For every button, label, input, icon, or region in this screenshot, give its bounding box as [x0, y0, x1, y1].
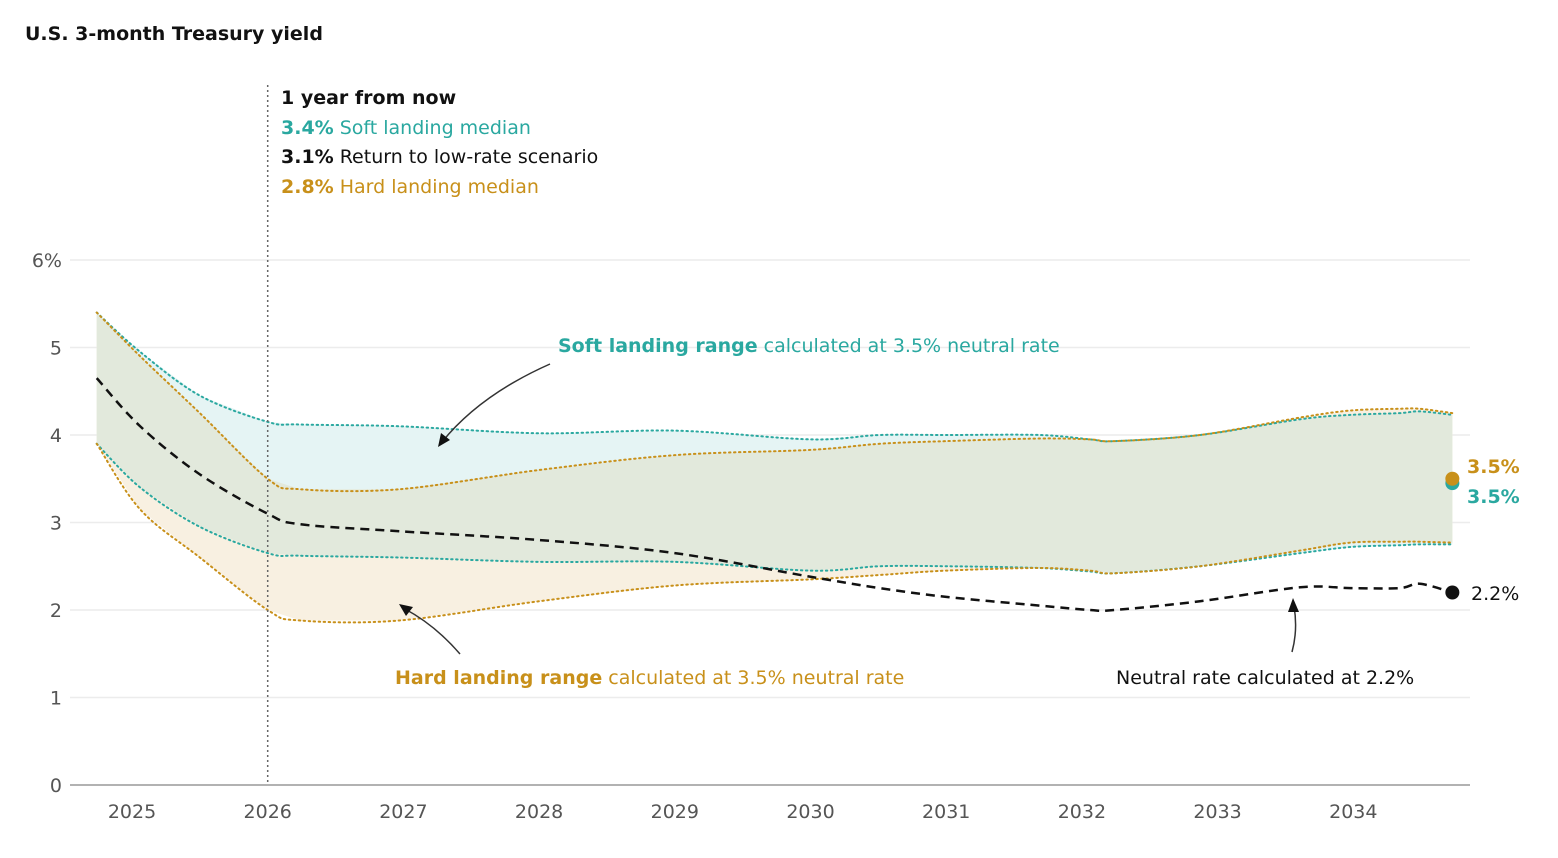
x-tick-label: 2033	[1193, 801, 1241, 823]
y-tick-label: 3	[50, 513, 62, 535]
x-tick-label: 2031	[922, 801, 970, 823]
callout-heading: 1 year from now	[281, 87, 456, 109]
neutral-annotation-arrowhead	[1288, 598, 1299, 612]
series-line-2	[95, 311, 1454, 493]
end-point-2	[1445, 585, 1460, 600]
x-tick-label: 2026	[244, 801, 292, 823]
y-tick-label: 0	[50, 775, 62, 797]
end-label-neutral: 2.2%	[1471, 583, 1519, 605]
end-label-soft: 3.5%	[1467, 486, 1520, 508]
y-tick-label: 4	[50, 425, 62, 447]
y-tick-label: 1	[50, 688, 62, 710]
hard-landing-annotation: Hard landing range calculated at 3.5% ne…	[395, 667, 904, 689]
chart-title: U.S. 3-month Treasury yield	[25, 23, 323, 45]
soft-annotation-arrow	[441, 363, 551, 443]
axes: 0 1 2 3 4 5 6% 2025 2026 2027 2028 2029 2030 2031 2032…	[32, 85, 1470, 823]
neutral-rate-annotation: Neutral rate calculated at 2.2%	[1116, 667, 1414, 689]
series-lines	[95, 311, 1454, 624]
neutral-annotation-arrow	[1291, 605, 1297, 653]
callout-soft: 3.4% Soft landing median	[281, 117, 531, 139]
x-tick-label: 2028	[515, 801, 563, 823]
callout-hard: 2.8% Hard landing median	[281, 176, 539, 198]
y-tick-label: 5	[50, 338, 62, 360]
x-tick-label: 2030	[786, 801, 834, 823]
end-point-0	[1445, 471, 1460, 486]
end-points	[1445, 471, 1460, 600]
hard-annotation-arrowhead	[399, 604, 413, 616]
x-tick-label: 2029	[651, 801, 699, 823]
y-tick-label: 6%	[32, 250, 62, 272]
y-tick-label: 2	[50, 600, 62, 622]
x-tick-label: 2032	[1058, 801, 1106, 823]
series-line-0	[95, 311, 1454, 443]
overlap-range-fill	[96, 312, 1453, 574]
hard-annotation-arrow	[404, 608, 461, 655]
series-line-4	[95, 377, 1453, 613]
soft-annotation-arrowhead	[438, 433, 450, 447]
x-tick-label: 2034	[1329, 801, 1377, 823]
soft-landing-annotation: Soft landing range calculated at 3.5% ne…	[558, 335, 1060, 357]
callout: 1 year from now 3.4% Soft landing median …	[281, 87, 598, 198]
callout-low-rate: 3.1% Return to low-rate scenario	[281, 146, 598, 168]
end-label-hard: 3.5%	[1467, 456, 1520, 478]
x-tick-label: 2025	[108, 801, 156, 823]
range-fills	[96, 312, 1453, 621]
series-line-1	[95, 442, 1454, 575]
x-tick-label: 2027	[379, 801, 427, 823]
